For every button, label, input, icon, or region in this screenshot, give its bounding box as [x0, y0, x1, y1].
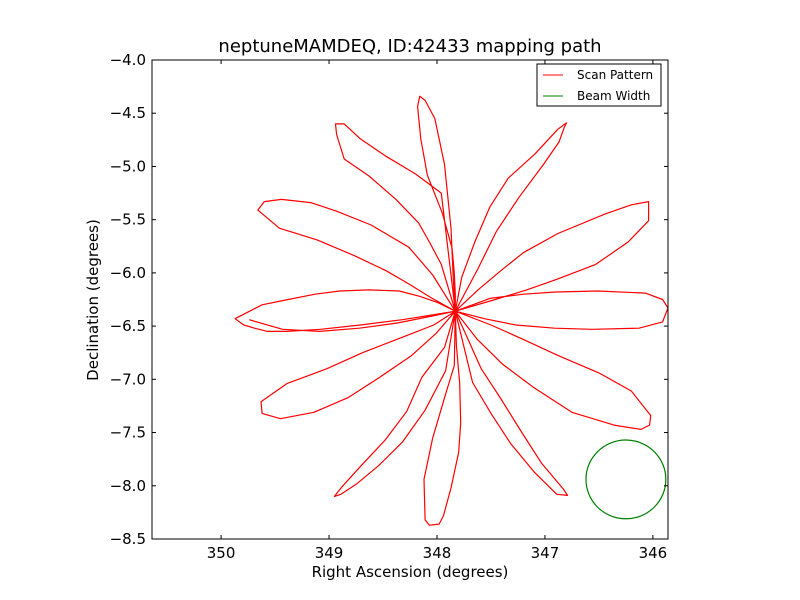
plot-area — [151, 59, 669, 540]
plot-frame — [151, 59, 669, 540]
x-tick-label: 349 — [315, 544, 344, 562]
y-tick-label: −6.0 — [110, 264, 146, 282]
y-tick-label: −8.0 — [110, 477, 146, 495]
y-tick-label: −6.5 — [110, 317, 146, 335]
x-axis: 350 349 348 347 346 — [207, 60, 667, 562]
legend-label-scan-pattern: Scan Pattern — [577, 68, 653, 82]
legend-label-beam-width: Beam Width — [577, 89, 650, 103]
x-tick-label: 350 — [207, 544, 236, 562]
scan-pattern-line — [234, 95, 668, 526]
x-tick-label: 348 — [423, 544, 452, 562]
y-tick-label: −7.5 — [110, 424, 146, 442]
x-tick-label: 346 — [639, 544, 668, 562]
chart-title: neptuneMAMDEQ, ID:42433 mapping path — [218, 36, 601, 57]
y-tick-label: −7.0 — [110, 370, 146, 388]
x-tick-label: 347 — [531, 544, 560, 562]
y-tick-label: −4.0 — [110, 51, 146, 69]
legend-frame — [536, 63, 662, 107]
y-tick-label: −4.5 — [110, 104, 146, 122]
y-tick-label: −5.0 — [110, 157, 146, 175]
y-tick-label: −8.5 — [110, 530, 146, 548]
y-axis-title: Declination (degrees) — [84, 219, 102, 381]
legend: Scan Pattern Beam Width — [536, 63, 662, 107]
beam-width-circle — [585, 439, 667, 520]
x-axis-title: Right Ascension (degrees) — [312, 563, 509, 581]
y-axis: −4.0 −4.5 −5.0 −5.5 −6.0 −6.5 −7.0 −7.5 −8.0 −8.5 — [110, 51, 668, 548]
y-tick-label: −5.5 — [110, 211, 146, 229]
